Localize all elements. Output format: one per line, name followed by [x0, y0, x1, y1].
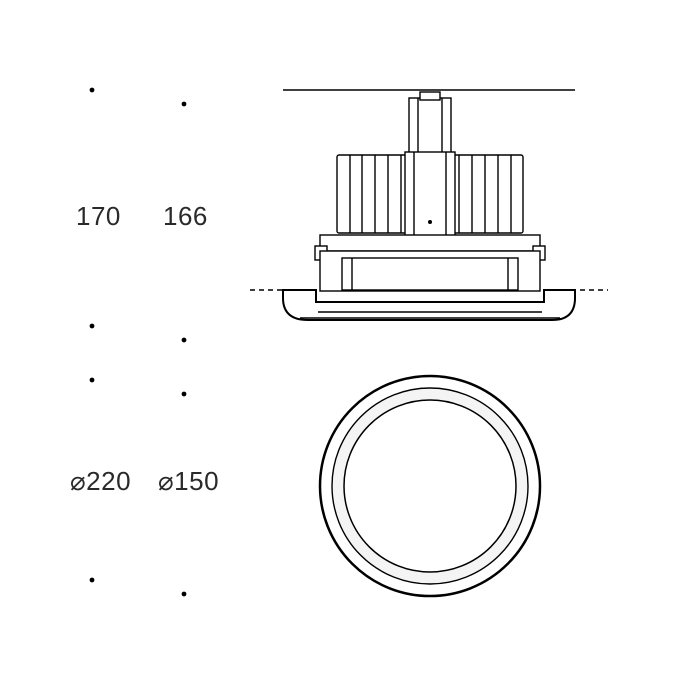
housing-body	[315, 235, 545, 291]
heatsink-fins	[337, 152, 523, 236]
side-elevation	[250, 92, 608, 320]
dim-label-diameter-outer: ⌀220	[70, 466, 131, 496]
dim-label-height-outer: 170	[76, 201, 121, 231]
plan-view	[320, 376, 540, 596]
dim-label-diameter-inner: ⌀150	[158, 466, 219, 496]
technical-drawing: 170 166 ⌀220 ⌀150	[0, 0, 700, 700]
dim-label-height-inner: 166	[163, 201, 208, 231]
trim-flange	[283, 290, 575, 320]
aperture-circle	[344, 400, 516, 572]
dimension-dots	[90, 88, 187, 597]
